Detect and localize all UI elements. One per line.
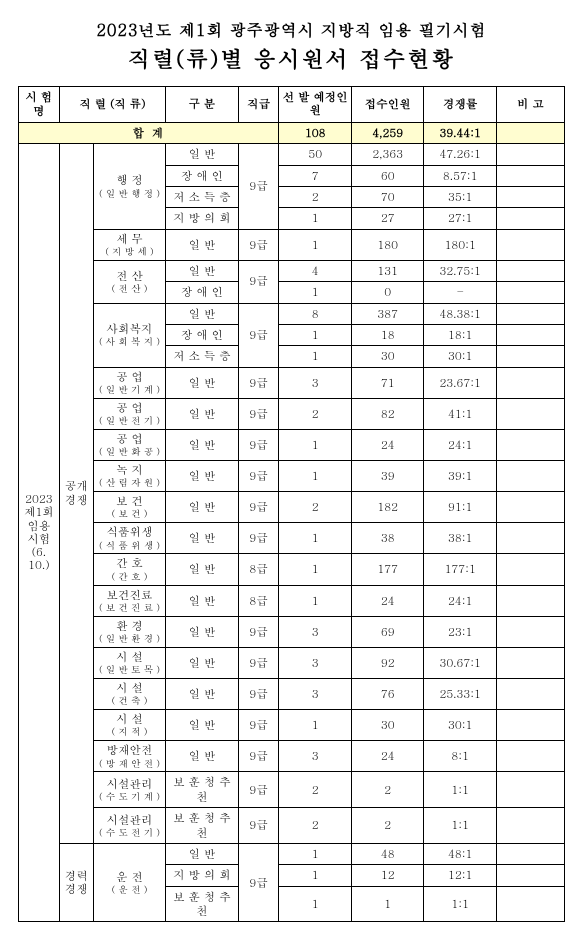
hdr-planned: 선 발 예정인원: [279, 87, 351, 123]
page-title-line2: 직렬(류)별 응시원서 접수현황: [18, 43, 565, 74]
table-row: 시설관리( 수 도 전 기 )보 훈 청 추 천9급221:1: [19, 808, 565, 844]
grade-cell: 9급: [238, 492, 279, 523]
grade-cell: 9급: [238, 303, 279, 367]
table-row: 2023제1회임용시험(6. 10.)공개경쟁행 정( 일 반 행 정 )일 반…: [19, 144, 565, 165]
grade-cell: 9급: [238, 367, 279, 398]
hdr-ratio: 경쟁률: [424, 87, 496, 123]
table-row: 세 무( 지 방 세 )일 반9급1180180:1: [19, 229, 565, 260]
table-row: 보 건( 보 건 )일 반9급218291:1: [19, 492, 565, 523]
grade-cell: 9급: [238, 523, 279, 554]
series-cell: 간 호( 간 호 ): [93, 554, 166, 585]
series-cell: 행 정( 일 반 행 정 ): [93, 144, 166, 230]
series-cell: 시 설( 건 축 ): [93, 679, 166, 710]
series-cell: 공 업( 일 반 기 계 ): [93, 367, 166, 398]
series-cell: 운 전( 운 전 ): [93, 843, 166, 922]
series-cell: 공 업( 일 반 화 공 ): [93, 429, 166, 460]
series-cell: 보 건( 보 건 ): [93, 492, 166, 523]
series-cell: 시 설( 지 적 ): [93, 710, 166, 741]
table-row: 환 경( 일 반 환 경 )일 반9급36923:1: [19, 616, 565, 647]
series-cell: 시 설( 일 반 토 목 ): [93, 647, 166, 678]
table-row: 시 설( 일 반 토 목 )일 반9급39230.67:1: [19, 647, 565, 678]
header-row: 시 험 명 직 렬 (직 류) 구 분 직급 선 발 예정인원 접수인원 경쟁률…: [19, 87, 565, 123]
page-title-line1: 2023년도 제1회 광주광역시 지방직 임용 필기시험: [18, 18, 565, 41]
grade-cell: 9급: [238, 229, 279, 260]
grade-cell: 9급: [238, 144, 279, 230]
table-row: 보건진료( 보 건 진 료 )일 반8급12424:1: [19, 585, 565, 616]
grade-cell: 9급: [238, 710, 279, 741]
hdr-series: 직 렬 (직 류): [59, 87, 165, 123]
grade-cell: 9급: [238, 843, 279, 922]
grade-cell: 9급: [238, 808, 279, 844]
table-row: 공 업( 일 반 화 공 )일 반9급12424:1: [19, 429, 565, 460]
series-cell: 식품위생( 식 품 위 생 ): [93, 523, 166, 554]
series-cell: 전 산( 전 산 ): [93, 260, 166, 303]
hdr-note: 비 고: [496, 87, 564, 123]
grade-cell: 9급: [238, 679, 279, 710]
table-row: 경력경쟁운 전( 운 전 )일 반9급14848:1: [19, 843, 565, 864]
hdr-grade: 직급: [238, 87, 279, 123]
table-row: 간 호( 간 호 )일 반8급1177177:1: [19, 554, 565, 585]
table-row: 시설관리( 수 도 기 계 )보 훈 청 추 천9급221:1: [19, 772, 565, 808]
exam-name-cell: 2023제1회임용시험(6. 10.): [19, 144, 60, 922]
series-cell: 보건진료( 보 건 진 료 ): [93, 585, 166, 616]
hdr-div: 구 분: [166, 87, 238, 123]
grade-cell: 9급: [238, 429, 279, 460]
table-row: 전 산( 전 산 )일 반9급413132.75:1: [19, 260, 565, 281]
table-row: 시 설( 지 적 )일 반9급13030:1: [19, 710, 565, 741]
type-open-cell: 공개경쟁: [59, 144, 93, 844]
grade-cell: 9급: [238, 260, 279, 303]
table-body: 합 계1084,25939.44:12023제1회임용시험(6. 10.)공개경…: [19, 122, 565, 922]
type-career-cell: 경력경쟁: [59, 843, 93, 922]
series-cell: 공 업( 일 반 전 기 ): [93, 398, 166, 429]
table-row: 시 설( 건 축 )일 반9급37625.33:1: [19, 679, 565, 710]
table-row: 식품위생( 식 품 위 생 )일 반9급13838:1: [19, 523, 565, 554]
series-cell: 환 경( 일 반 환 경 ): [93, 616, 166, 647]
table-row: 방재안전( 방 재 안 전 )일 반9급3248:1: [19, 741, 565, 772]
series-cell: 방재안전( 방 재 안 전 ): [93, 741, 166, 772]
series-cell: 사회복지( 사 회 복 지 ): [93, 303, 166, 367]
series-cell: 시설관리( 수 도 기 계 ): [93, 772, 166, 808]
summary-row: 합 계1084,25939.44:1: [19, 122, 565, 143]
table-row: 공 업( 일 반 전 기 )일 반9급28241:1: [19, 398, 565, 429]
grade-cell: 9급: [238, 741, 279, 772]
grade-cell: 9급: [238, 772, 279, 808]
series-cell: 녹 지( 산 림 자 원 ): [93, 461, 166, 492]
hdr-applicants: 접수인원: [351, 87, 423, 123]
table-row: 공 업( 일 반 기 계 )일 반9급37123.67:1: [19, 367, 565, 398]
grade-cell: 8급: [238, 585, 279, 616]
status-table: 시 험 명 직 렬 (직 류) 구 분 직급 선 발 예정인원 접수인원 경쟁률…: [18, 86, 565, 922]
series-cell: 세 무( 지 방 세 ): [93, 229, 166, 260]
table-row: 녹 지( 산 림 자 원 )일 반9급13939:1: [19, 461, 565, 492]
series-cell: 시설관리( 수 도 전 기 ): [93, 808, 166, 844]
table-row: 사회복지( 사 회 복 지 )일 반9급838748.38:1: [19, 303, 565, 324]
grade-cell: 9급: [238, 461, 279, 492]
grade-cell: 9급: [238, 616, 279, 647]
grade-cell: 9급: [238, 398, 279, 429]
grade-cell: 8급: [238, 554, 279, 585]
hdr-exam: 시 험 명: [19, 87, 60, 123]
grade-cell: 9급: [238, 647, 279, 678]
